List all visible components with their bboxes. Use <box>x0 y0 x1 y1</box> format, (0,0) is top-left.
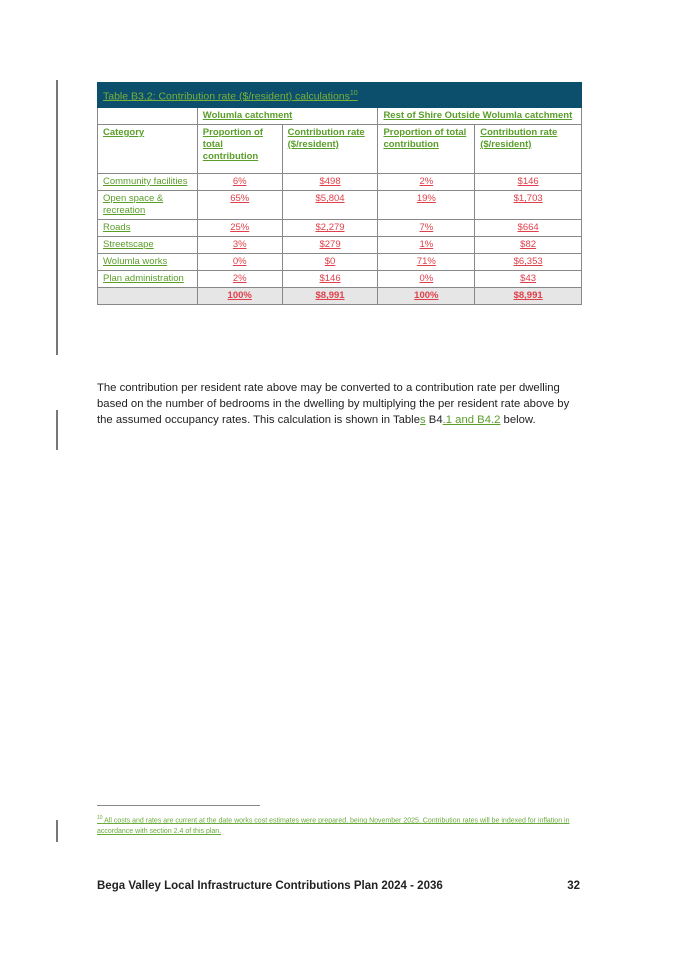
value-cell: 3% <box>196 236 283 254</box>
category-cell: Plan administration <box>97 270 198 288</box>
total-row: 100% $8,991 100% $8,991 <box>97 287 582 305</box>
group-header: Wolumla catchment <box>196 107 379 125</box>
column-header: Contribution rate ($/resident) <box>474 124 582 174</box>
table-row: Wolumla works 0% $0 71% $6,353 <box>97 253 582 271</box>
value-cell: $6,353 <box>474 253 582 271</box>
value-cell: $1,703 <box>474 190 582 220</box>
change-bar <box>56 410 58 450</box>
table-row: Plan administration 2% $146 0% $43 <box>97 270 582 288</box>
change-bar <box>56 820 58 842</box>
value-cell: $5,804 <box>281 190 379 220</box>
value-cell: $146 <box>474 173 582 191</box>
category-cell: Wolumla works <box>97 253 198 271</box>
value-cell: $2,279 <box>281 219 379 237</box>
footer-title: Bega Valley Local Infrastructure Contrib… <box>97 880 443 892</box>
table-row: Roads 25% $2,279 7% $664 <box>97 219 582 237</box>
value-cell: 25% <box>196 219 283 237</box>
table-row: Streetscape 3% $279 1% $82 <box>97 236 582 254</box>
table-reference-link[interactable]: .1 and B4.2 <box>442 414 501 426</box>
value-cell: 65% <box>196 190 283 220</box>
value-cell: $279 <box>281 236 379 254</box>
column-header: Category <box>97 124 198 174</box>
value-cell: 1% <box>377 236 476 254</box>
value-cell: $498 <box>281 173 379 191</box>
value-cell: $0 <box>281 253 379 271</box>
value-cell: 7% <box>377 219 476 237</box>
group-header: Rest of Shire Outside Wolumla catchment <box>377 107 582 125</box>
value-cell: 71% <box>377 253 476 271</box>
value-cell: 6% <box>196 173 283 191</box>
page-number: 32 <box>567 880 580 892</box>
category-cell: Roads <box>97 219 198 237</box>
table-caption: Table B3.2: Contribution rate ($/residen… <box>97 82 582 108</box>
footnote: 10 All costs and rates are current at th… <box>97 815 570 836</box>
body-paragraph: The contribution per resident rate above… <box>97 382 570 426</box>
value-cell: $664 <box>474 219 582 237</box>
contribution-rate-table: Table B3.2: Contribution rate ($/residen… <box>97 82 582 305</box>
table-row: Community facilities 6% $498 2% $146 <box>97 173 582 191</box>
value-cell: $146 <box>281 270 379 288</box>
value-cell: 2% <box>377 173 476 191</box>
column-header: Proportion of total contribution <box>196 124 283 174</box>
value-cell: $43 <box>474 270 582 288</box>
footnote-separator <box>97 805 260 806</box>
column-header: Proportion of total contribution <box>377 124 476 174</box>
category-cell: Open space & recreation <box>97 190 198 220</box>
table-row: Open space & recreation 65% $5,804 19% $1,70… <box>97 190 582 220</box>
value-cell: $82 <box>474 236 582 254</box>
column-header: Contribution rate ($/resident) <box>281 124 379 174</box>
value-cell: 2% <box>196 270 283 288</box>
category-cell: Community facilities <box>97 173 198 191</box>
value-cell: 0% <box>377 270 476 288</box>
value-cell: 0% <box>196 253 283 271</box>
category-cell: Streetscape <box>97 236 198 254</box>
value-cell: 19% <box>377 190 476 220</box>
change-bar <box>56 80 58 355</box>
